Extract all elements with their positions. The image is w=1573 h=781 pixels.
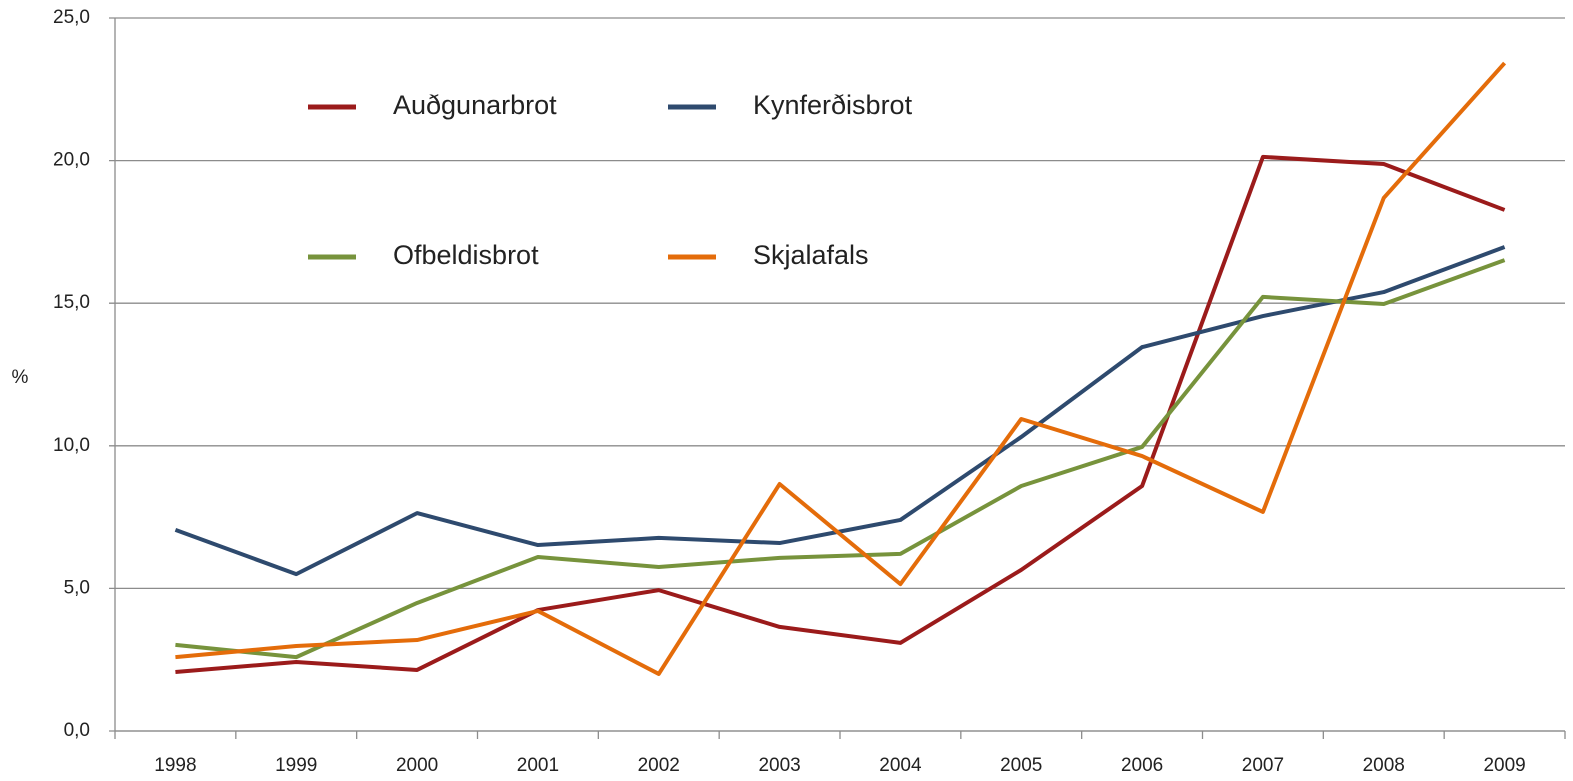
legend-label: Ofbeldisbrot bbox=[393, 240, 539, 270]
x-tick-label: 2009 bbox=[1483, 755, 1525, 776]
x-tick-label: 2005 bbox=[1000, 755, 1042, 776]
y-tick-label: 0,0 bbox=[64, 720, 90, 741]
x-tick-label: 2008 bbox=[1363, 755, 1405, 776]
legend-label: Kynferðisbrot bbox=[753, 90, 913, 120]
series-line bbox=[175, 154, 1506, 674]
x-tick-label: 1999 bbox=[275, 755, 317, 776]
y-tick-label: 5,0 bbox=[64, 577, 90, 598]
x-tick-label: 2004 bbox=[879, 755, 922, 776]
x-tick-label: 2000 bbox=[396, 755, 438, 776]
series-line bbox=[174, 245, 1506, 577]
x-tick-label: 2006 bbox=[1121, 755, 1163, 776]
series-line bbox=[175, 258, 1506, 660]
series-line bbox=[175, 61, 1507, 676]
x-tick-label: 1998 bbox=[154, 755, 196, 776]
y-tick-label: 20,0 bbox=[53, 150, 90, 171]
y-tick-label: 15,0 bbox=[53, 292, 90, 313]
legend-label: Skjalafals bbox=[753, 240, 869, 270]
y-tick-label: 10,0 bbox=[53, 435, 90, 456]
x-tick-label: 2007 bbox=[1242, 755, 1284, 776]
legend-label: Auðgunarbrot bbox=[393, 90, 557, 120]
y-tick-label: 25,0 bbox=[53, 7, 90, 28]
x-tick-label: 2003 bbox=[758, 755, 800, 776]
x-tick-label: 2002 bbox=[638, 755, 680, 776]
y-axis-label: % bbox=[12, 367, 29, 388]
x-tick-label: 2001 bbox=[517, 755, 559, 776]
